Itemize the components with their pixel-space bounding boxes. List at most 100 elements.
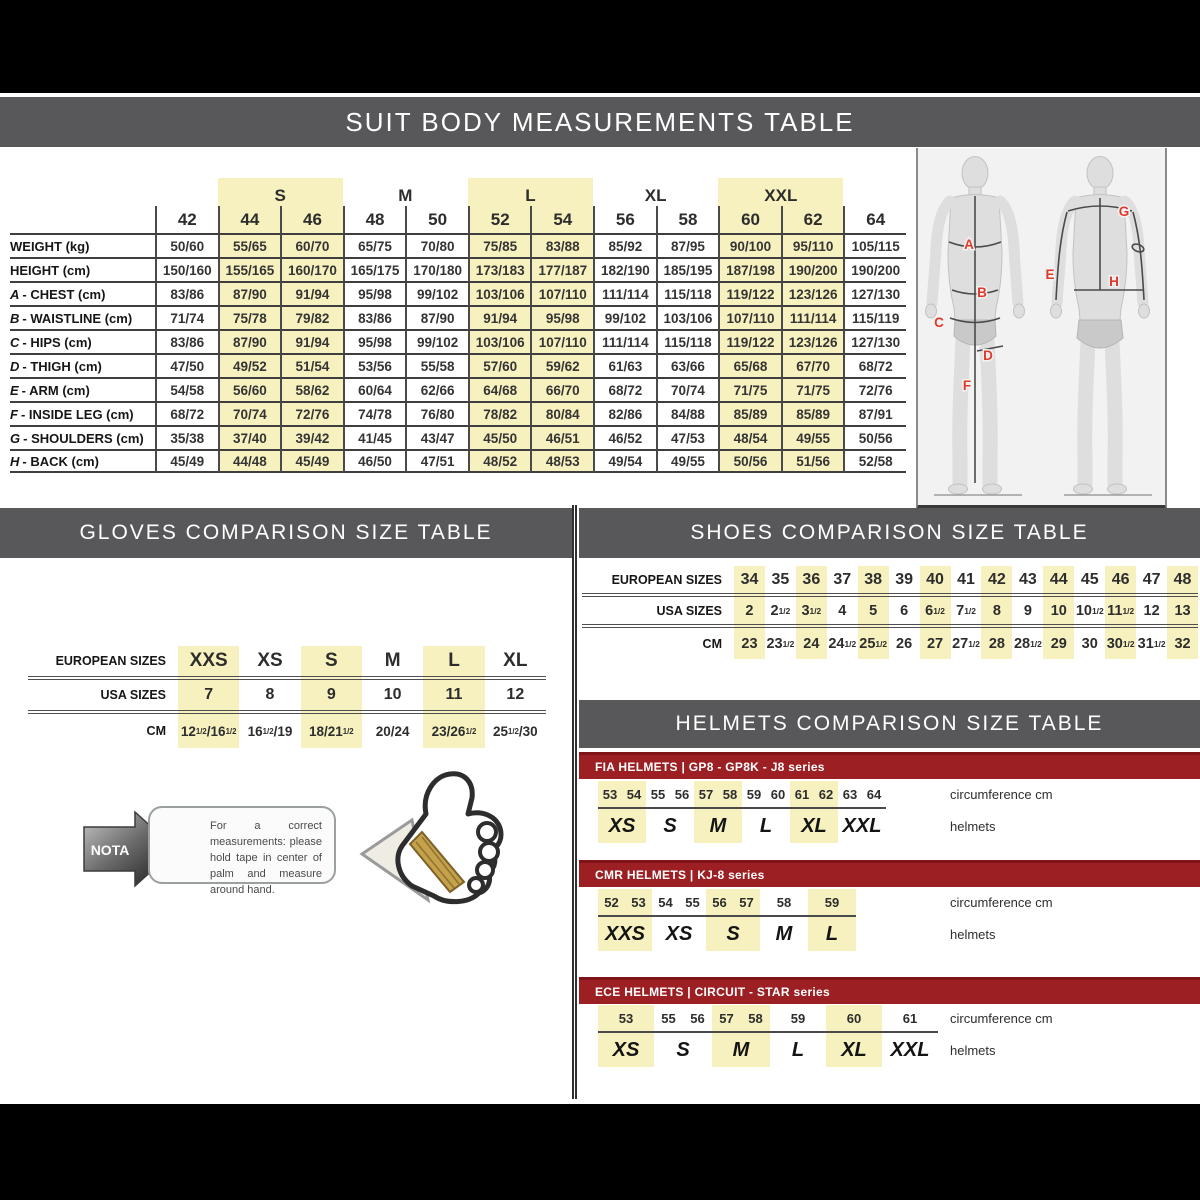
helmet-size-group: 55 56 S	[654, 1005, 712, 1067]
shoes-grid-cell: 27 1/2	[952, 635, 980, 652]
suit-value-cell: 71/75	[780, 377, 844, 401]
suit-value-cell: 60/70	[280, 233, 343, 257]
suit-value-cell: 111/114	[593, 281, 656, 305]
suit-value-cell: 85/92	[593, 233, 656, 257]
suit-value-cell: 91/94	[467, 305, 531, 329]
helmet-size-label: L	[825, 922, 839, 945]
suit-value-cell: 70/74	[655, 377, 719, 401]
suit-value-cell: 127/130	[843, 281, 906, 305]
circumference-value: 62	[818, 786, 834, 802]
suit-value-cell: 105/115	[843, 233, 906, 257]
suit-value-cell: 62/66	[405, 377, 468, 401]
shoes-grid-cell: 39	[888, 566, 920, 597]
shoes-grid-cell: 8	[981, 597, 1013, 628]
shoes-grid-cell: 5	[857, 597, 889, 628]
figure-label-b: B	[977, 285, 987, 300]
suit-value-cell: 115/118	[655, 281, 719, 305]
shoes-grid-cell: 35	[764, 566, 796, 597]
suit-value-cell: 107/110	[530, 329, 594, 353]
suit-row-label: WEIGHT (kg)	[10, 233, 155, 257]
suit-row-label: G- SHOULDERS (cm)	[10, 425, 155, 449]
helmet-size-groups: 53 54 XS 55 56 S 57 58 M 59 60 L 61 62 XL 63 64 XXL	[598, 781, 1198, 843]
ece-helmets-series-bar: ECE HELMETS | CIRCUIT - STAR series	[579, 977, 1200, 1004]
circumference-values: 57 58	[694, 781, 742, 809]
nota-label: NOTA	[91, 842, 130, 858]
suit-value-cell: 87/90	[405, 305, 468, 329]
suit-value-cell: 65/68	[718, 353, 781, 377]
suit-value-cell: 85/89	[718, 401, 781, 425]
helmet-size-label: M	[709, 814, 727, 837]
circumference-value: 58	[748, 1010, 763, 1026]
suit-value-cell: 185/195	[655, 257, 719, 281]
figure-label-e: E	[1045, 267, 1054, 282]
circumference-values: 60	[826, 1005, 882, 1033]
gloves-grid-cell: 9	[300, 680, 362, 714]
suit-value-cell: 49/52	[217, 353, 281, 377]
circumference-value: 57	[698, 786, 714, 802]
circumference-values: 54 55	[652, 889, 706, 917]
suit-value-cell: 68/72	[155, 401, 218, 425]
circumference-values: 53 54	[598, 781, 646, 809]
suit-value-cell: 119/122	[718, 281, 781, 305]
shoes-table-header: SHOES COMPARISON SIZE TABLE	[579, 508, 1200, 558]
suit-value-cell: 60/64	[342, 377, 406, 401]
shoes-grid-cell: 10 1/2	[1074, 597, 1106, 628]
suit-value-cell: 83/86	[342, 305, 406, 329]
suit-value-cell: 87/90	[217, 281, 281, 305]
helmet-size-label: XL	[841, 1038, 867, 1061]
gloves-grid-cell: 16 1/2/19	[247, 723, 293, 739]
helmet-size-label: S	[676, 1038, 690, 1061]
suit-value-cell: 119/122	[718, 329, 781, 353]
suit-size-header: 48	[342, 206, 406, 233]
helmet-size-group: 58 M	[760, 889, 808, 951]
suit-value-cell: 190/200	[780, 257, 844, 281]
circumference-value: 59	[824, 894, 840, 910]
suit-value-cell: 84/88	[655, 401, 719, 425]
helmet-size-group: 59 L	[770, 1005, 826, 1067]
suit-value-cell: 41/45	[342, 425, 406, 449]
suit-value-cell: 67/70	[780, 353, 844, 377]
circumference-value: 61	[902, 1010, 918, 1026]
shoes-grid-cell: 28	[981, 628, 1013, 659]
letterbox-bottom	[0, 1104, 1200, 1200]
helmet-size-label: L	[791, 1038, 805, 1061]
circumference-value: 57	[719, 1010, 734, 1026]
suit-value-cell: 56/60	[217, 377, 281, 401]
suit-value-cell: 79/82	[280, 305, 343, 329]
caption-helmets: helmets	[950, 819, 996, 834]
suit-value-cell: 160/170	[280, 257, 343, 281]
suit-row-label: H- BACK (cm)	[10, 449, 155, 473]
suit-value-cell: 61/63	[593, 353, 656, 377]
helmet-size-group: 60 XL	[826, 1005, 882, 1067]
shoes-grid-cell: 30	[1081, 635, 1098, 652]
suit-value-cell: 87/95	[655, 233, 719, 257]
shoes-grid-cell: 32	[1167, 628, 1198, 659]
suit-size-header: 42	[155, 206, 218, 233]
suit-size-group: M	[398, 186, 413, 205]
circumference-values: 58	[760, 889, 808, 917]
suit-size-header: 56	[593, 206, 656, 233]
suit-value-cell: 64/68	[467, 377, 531, 401]
suit-value-cell: 71/75	[718, 377, 781, 401]
helmet-size-group: 61 62 XL	[790, 781, 838, 843]
caption-circumference: circumference cm	[950, 1011, 1053, 1026]
circumference-value: 59	[790, 1010, 806, 1026]
gloves-grid-row-label: CM	[146, 724, 166, 738]
suit-value-cell: 90/100	[718, 233, 781, 257]
suit-value-cell: 57/60	[467, 353, 531, 377]
circumference-values: 61	[882, 1005, 938, 1033]
helmet-size-group: 53 54 XS	[598, 781, 646, 843]
shoes-grid-cell: 27	[919, 628, 951, 659]
shoes-grid-cell: 41	[950, 566, 982, 597]
shoes-grid-cell: 7 1/2	[950, 597, 982, 628]
suit-value-cell: 99/102	[593, 305, 656, 329]
suit-value-cell: 63/66	[655, 353, 719, 377]
suit-value-cell: 50/60	[155, 233, 218, 257]
circumference-value: 55	[661, 1010, 676, 1026]
shoes-grid-cell: 45	[1074, 566, 1106, 597]
suit-value-cell: 49/54	[593, 449, 656, 473]
helmet-size-label: S	[726, 922, 740, 945]
helmet-size-group: 56 57 S	[706, 889, 760, 951]
suit-value-cell: 46/51	[530, 425, 594, 449]
helmet-size-group: 59 60 L	[742, 781, 790, 843]
